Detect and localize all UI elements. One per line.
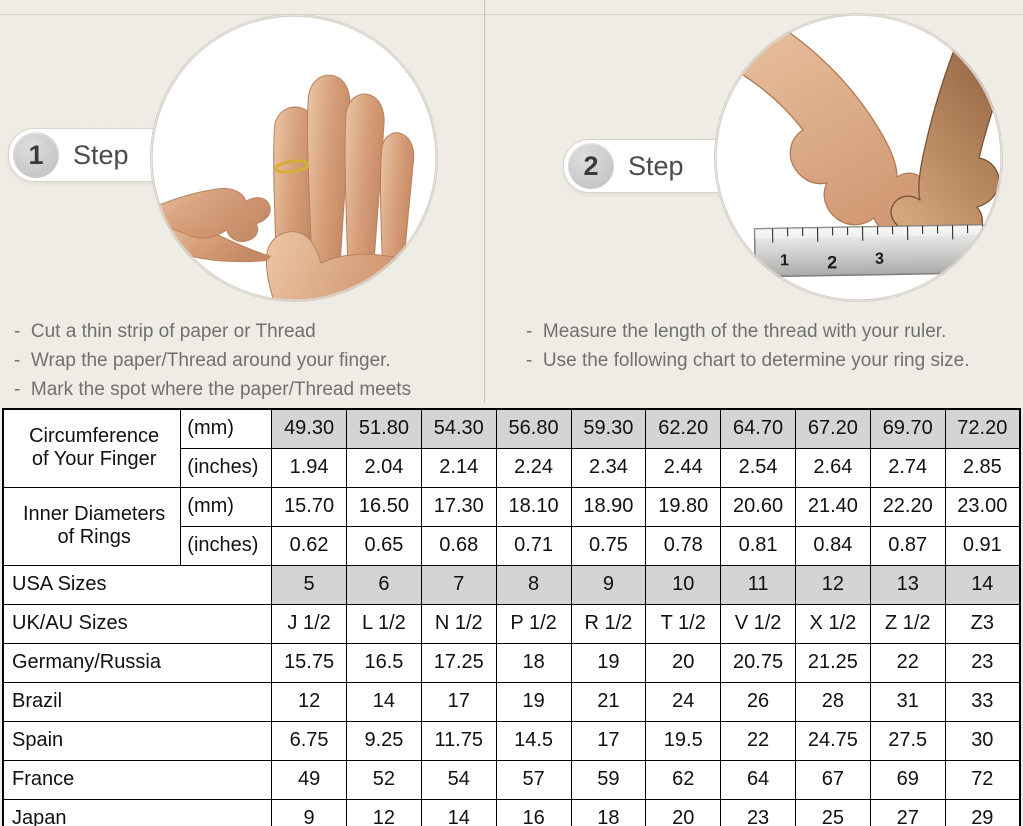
- svg-text:1: 1: [780, 252, 789, 269]
- svg-text:3: 3: [875, 251, 884, 268]
- svg-text:2: 2: [827, 252, 837, 272]
